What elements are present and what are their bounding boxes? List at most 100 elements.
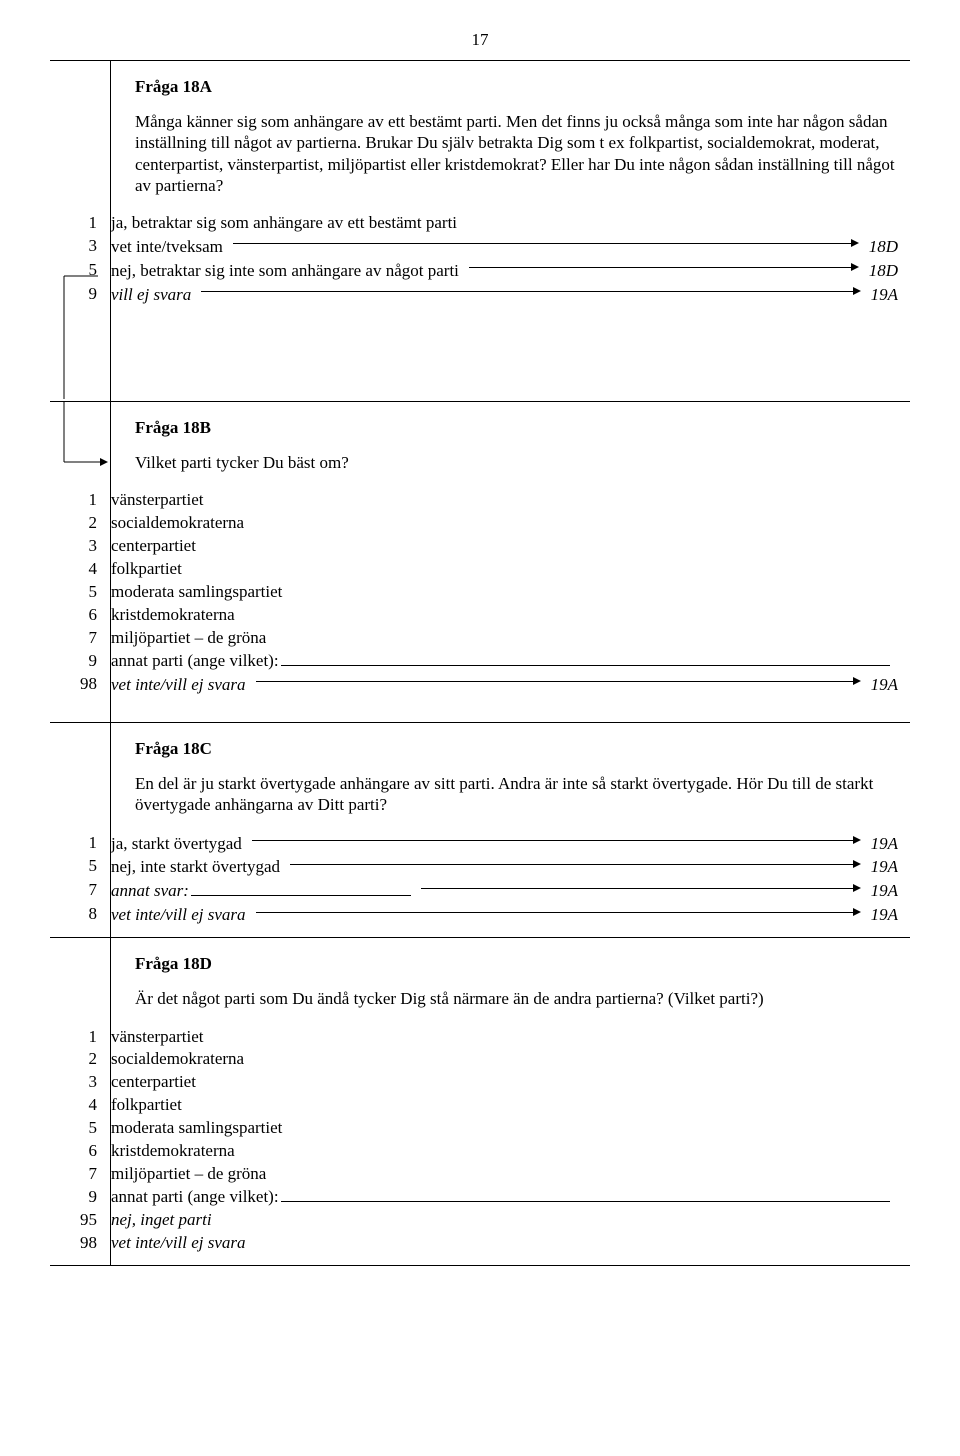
answer-row: 9vill ej svara19A <box>51 283 898 307</box>
answer-code: 4 <box>51 1094 111 1117</box>
answer-text: vet inte/vill ej svara 19A <box>111 673 898 697</box>
answer-text: vet inte/vill ej svara 19A <box>111 903 898 927</box>
arrow-icon <box>256 903 861 920</box>
fill-line <box>281 650 890 666</box>
goto-target: 18D <box>869 260 898 283</box>
answer-label: vill ej svara <box>111 284 191 307</box>
answer-label: moderata samlingspartiet <box>111 1117 282 1140</box>
answer-label: vänsterpartiet <box>111 489 204 512</box>
arrow-icon <box>469 259 859 276</box>
goto-target: 19A <box>871 880 898 903</box>
answer-row: 6kristdemokraterna <box>51 1140 898 1163</box>
answer-row: 95nej, inget parti <box>51 1209 898 1232</box>
answer-text: annat parti (ange vilket): <box>111 1186 898 1209</box>
answer-text: centerpartiet <box>111 1071 898 1094</box>
routing-arrow-18b <box>50 402 110 482</box>
answer-row: 5moderata samlingspartiet <box>51 1117 898 1140</box>
q18c-answers: 1ja, starkt övertygad19A5nej, inte stark… <box>51 832 898 928</box>
q18c-body: En del är ju starkt övertygade anhängare… <box>135 773 898 816</box>
page-number: 17 <box>50 30 910 50</box>
arrow-icon <box>252 832 861 849</box>
answer-text: miljöpartiet – de gröna <box>111 1163 898 1186</box>
q18d-body: Är det något parti som Du ändå tycker Di… <box>135 988 898 1009</box>
answer-code: 5 <box>51 1117 111 1140</box>
answer-row: 6kristdemokraterna <box>51 604 898 627</box>
goto-target: 19A <box>871 856 898 879</box>
answer-text: vänsterpartiet <box>111 1026 898 1049</box>
answer-row: 8vet inte/vill ej svara 19A <box>51 903 898 927</box>
answer-code: 1 <box>51 1026 111 1049</box>
answer-row: 1vänsterpartiet <box>51 1026 898 1049</box>
answer-code: 7 <box>51 879 111 902</box>
answer-label: vänsterpartiet <box>111 1026 204 1049</box>
q18b-title: Fråga 18B <box>135 418 898 438</box>
answer-label: folkpartiet <box>111 1094 182 1117</box>
answer-text: moderata samlingspartiet <box>111 1117 898 1140</box>
answer-code: 6 <box>51 1140 111 1163</box>
answer-row: 1vänsterpartiet <box>51 489 898 512</box>
goto-target: 19A <box>871 674 898 697</box>
question-table: Fråga 18A Många känner sig som anhängare… <box>50 60 910 1266</box>
answer-row: 4folkpartiet <box>51 1094 898 1117</box>
answer-label: kristdemokraterna <box>111 1140 235 1163</box>
answer-text: vet inte/vill ej svara <box>111 1232 898 1255</box>
answer-row: 3centerpartiet <box>51 535 898 558</box>
q18d-answers: 1vänsterpartiet2socialdemokraterna3cente… <box>51 1026 898 1256</box>
answer-label: moderata samlingspartiet <box>111 581 282 604</box>
answer-label: socialdemokraterna <box>111 512 244 535</box>
answer-text: moderata samlingspartiet <box>111 581 898 604</box>
answer-code: 1 <box>51 832 111 855</box>
answer-label: nej, inget parti <box>111 1209 212 1232</box>
answer-text: kristdemokraterna <box>111 1140 898 1163</box>
answer-code: 7 <box>51 1163 111 1186</box>
q18d-title: Fråga 18D <box>135 954 898 974</box>
answer-text: ja, starkt övertygad19A <box>111 832 898 856</box>
answer-row: 4folkpartiet <box>51 558 898 581</box>
answer-label: folkpartiet <box>111 558 182 581</box>
answer-label: kristdemokraterna <box>111 604 235 627</box>
q18b-answers: 1vänsterpartiet2socialdemokraterna3cente… <box>51 489 898 697</box>
answer-label: vet inte/vill ej svara <box>111 904 246 927</box>
answer-row: 5moderata samlingspartiet <box>51 581 898 604</box>
answer-text: nej, betraktar sig inte som anhängare av… <box>111 259 898 283</box>
answer-row: 2socialdemokraterna <box>51 512 898 535</box>
answer-text: kristdemokraterna <box>111 604 898 627</box>
answer-row: 1ja, betraktar sig som anhängare av ett … <box>51 212 898 235</box>
answer-text: folkpartiet <box>111 558 898 581</box>
answer-text: centerpartiet <box>111 535 898 558</box>
answer-text: socialdemokraterna <box>111 1048 898 1071</box>
answer-row: 7annat svar: 19A <box>51 879 898 903</box>
arrow-icon <box>421 879 861 896</box>
q18a-answers: 1ja, betraktar sig som anhängare av ett … <box>51 212 898 307</box>
arrow-icon <box>201 283 860 300</box>
q18a-body: Många känner sig som anhängare av ett be… <box>135 111 898 196</box>
answer-row: 5nej, betraktar sig inte som anhängare a… <box>51 259 898 283</box>
fill-line <box>191 880 411 896</box>
answer-row: 98vet inte/vill ej svara <box>51 1232 898 1255</box>
answer-label: miljöpartiet – de gröna <box>111 1163 266 1186</box>
answer-code: 95 <box>51 1209 111 1232</box>
answer-row: 9annat parti (ange vilket): <box>51 650 898 673</box>
routing-arrow-18a <box>50 61 110 401</box>
answer-label: centerpartiet <box>111 1071 196 1094</box>
arrow-icon <box>290 855 861 872</box>
fill-line <box>281 1186 890 1202</box>
answer-code: 3 <box>51 1071 111 1094</box>
answer-code: 98 <box>51 1232 111 1255</box>
goto-target: 18D <box>869 236 898 259</box>
answer-label: socialdemokraterna <box>111 1048 244 1071</box>
answer-text: annat svar: 19A <box>111 879 898 903</box>
answer-text: socialdemokraterna <box>111 512 898 535</box>
answer-label: annat parti (ange vilket): <box>111 1186 279 1209</box>
answer-code: 8 <box>51 903 111 926</box>
goto-target: 19A <box>871 904 898 927</box>
answer-row: 3vet inte/tveksam18D <box>51 235 898 259</box>
answer-text: vet inte/tveksam18D <box>111 235 898 259</box>
answer-label: nej, inte starkt övertygad <box>111 856 280 879</box>
q18b-lead: Vilket parti tycker Du bäst om? <box>135 452 898 473</box>
answer-code: 2 <box>51 1048 111 1071</box>
answer-label: vet inte/vill ej svara <box>111 674 246 697</box>
answer-label: annat svar: <box>111 880 189 903</box>
answer-text: folkpartiet <box>111 1094 898 1117</box>
answer-text: annat parti (ange vilket): <box>111 650 898 673</box>
